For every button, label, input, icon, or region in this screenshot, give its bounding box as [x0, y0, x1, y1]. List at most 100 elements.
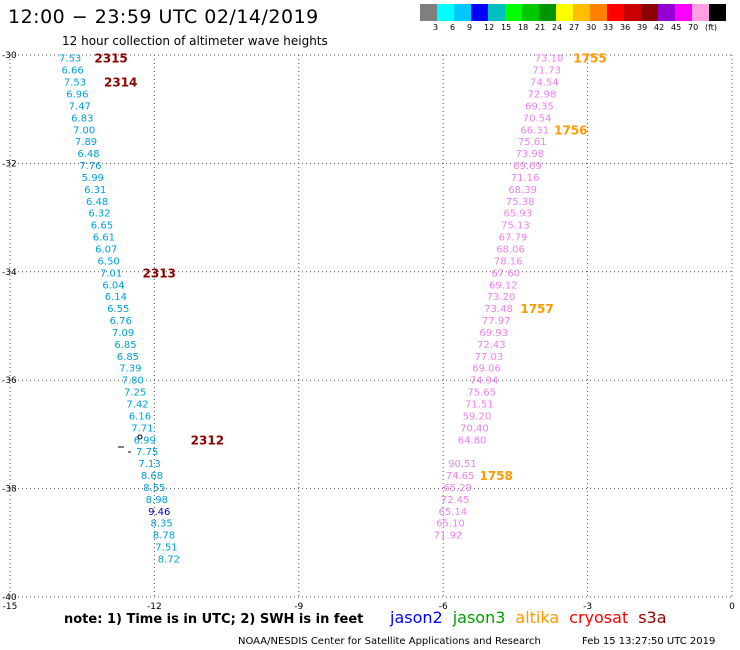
colorbar-swatch: [709, 4, 726, 21]
colorbar-label: 12: [484, 23, 495, 32]
wave-height-point: 7.76: [79, 161, 101, 172]
wave-height-point: 77.97: [482, 316, 511, 327]
wave-height-point: 75.38: [506, 197, 535, 208]
wave-height-point: 69.12: [489, 280, 518, 291]
wave-height-point: 72.98: [528, 89, 557, 100]
wave-height-point: 6.76: [110, 316, 132, 327]
colorbar-label: 36: [620, 23, 631, 32]
wave-height-point: 6.66: [61, 66, 83, 77]
wave-height-point: 69.35: [525, 101, 554, 112]
legend-s3a: s3a: [638, 608, 667, 627]
wave-height-point: 68.06: [496, 244, 525, 255]
units-note: note: 1) Time is in UTC; 2) SWH is in fe…: [64, 612, 364, 627]
wave-height-point: 73.48: [484, 304, 513, 315]
wave-height-point: 6.65: [91, 221, 113, 232]
colorbar-swatch: [539, 4, 556, 21]
chart-subtitle: 12 hour collection of altimeter wave hei…: [62, 34, 328, 48]
x-tick-label: -3: [583, 602, 592, 612]
wave-height-point: 7.13: [138, 459, 160, 470]
wave-height-point: 70.54: [523, 113, 552, 124]
wave-height-point: 65.29: [443, 483, 472, 494]
wave-height-point: 6.14: [105, 292, 127, 303]
time-label: 2313: [143, 266, 176, 280]
wave-height-point: 5.99: [82, 173, 104, 184]
time-label: 1756: [554, 123, 587, 137]
legend-cryosat: cryosat: [569, 608, 629, 627]
colorbar-swatch: [658, 4, 675, 21]
wave-height-point: 75.65: [467, 388, 496, 399]
wave-height-point: 69.69: [513, 161, 542, 172]
colorbar-label: 45: [671, 23, 682, 32]
colorbar-label: 15: [501, 23, 512, 32]
wave-height-point: 6.04: [102, 280, 124, 291]
legend-altika: altika: [515, 608, 560, 627]
time-label: 2315: [94, 52, 127, 66]
wave-height-point: 6.48: [77, 149, 99, 160]
footer-credit: NOAA/NESDIS Center for Satellite Applica…: [238, 636, 541, 647]
colorbar-swatch: [556, 4, 573, 21]
colorbar-label: 6: [450, 23, 456, 32]
wave-height-point: 7.09: [112, 328, 134, 339]
colorbar-label: 27: [569, 23, 580, 32]
wave-height-point: 6.96: [66, 89, 88, 100]
wave-height-point: 8.98: [146, 495, 168, 506]
wave-height-point: 75.61: [518, 137, 547, 148]
colorbar-label: 30: [586, 23, 597, 32]
colorbar-swatch: [624, 4, 641, 21]
generation-timestamp: Feb 15 13:27:50 UTC 2019: [582, 636, 716, 647]
wave-height-point: 6.83: [71, 113, 93, 124]
wave-height-point: 71.16: [511, 173, 540, 184]
y-tick-label: -40: [2, 593, 17, 603]
colorbar-swatch: [454, 4, 471, 21]
time-label: 1755: [573, 52, 606, 66]
wave-height-point: 7.01: [100, 268, 122, 279]
y-tick-label: -34: [2, 268, 17, 278]
wave-height-point: 7.42: [126, 400, 148, 411]
wave-height-colorbar: [420, 4, 726, 21]
wave-height-point: 7.47: [69, 101, 91, 112]
wave-height-point: 7.39: [119, 364, 141, 375]
colorbar-swatch: [641, 4, 658, 21]
wave-height-point: 64.80: [458, 435, 487, 446]
wave-height-point: 65.93: [503, 209, 532, 220]
legend-jason3: jason3: [452, 608, 506, 627]
y-tick-label: -32: [2, 159, 17, 169]
time-label: 1758: [479, 469, 512, 483]
colorbar-label: 21: [535, 23, 546, 32]
wave-height-point: 8.35: [150, 519, 172, 530]
wave-height-point: 66.31: [520, 125, 549, 136]
colorbar-label: 70: [688, 23, 699, 32]
wave-height-point: 7.53: [64, 78, 86, 89]
wave-height-point: 6.32: [88, 209, 110, 220]
wave-height-point: 8.68: [141, 471, 163, 482]
wave-height-point: 73.98: [516, 149, 545, 160]
wave-height-point: 6.99: [134, 435, 156, 446]
colorbar-swatch: [505, 4, 522, 21]
wave-height-point: 72.45: [441, 495, 470, 506]
wave-height-point: 7.53: [59, 54, 81, 65]
wave-height-point: 6.48: [86, 197, 108, 208]
wave-height-point: 71.51: [465, 400, 494, 411]
wave-height-point: 7.75: [136, 447, 158, 458]
wave-height-point: 6.31: [84, 185, 106, 196]
y-tick-label: -30: [2, 51, 17, 61]
colorbar-label: 42: [654, 23, 665, 32]
colorbar-swatch: [437, 4, 454, 21]
colorbar-swatch: [488, 4, 505, 21]
wave-height-point: 71.73: [532, 66, 561, 77]
colorbar-swatch: [590, 4, 607, 21]
wave-height-point: 69.06: [472, 364, 501, 375]
colorbar-swatch: [471, 4, 488, 21]
wave-height-point: 8.78: [153, 531, 175, 542]
wave-height-point: 6.61: [93, 233, 115, 244]
wave-height-point: 78.16: [494, 256, 523, 267]
wave-height-point: 67.60: [491, 268, 520, 279]
wave-height-point: 7.25: [124, 388, 146, 399]
wave-height-point: 65.14: [439, 507, 468, 518]
colorbar-swatch: [573, 4, 590, 21]
wave-height-point: 6.85: [114, 340, 136, 351]
y-tick-label: -36: [2, 376, 17, 386]
colorbar-swatch: [607, 4, 624, 21]
island-mark: [137, 434, 143, 440]
wave-height-point: 7.71: [131, 423, 153, 434]
